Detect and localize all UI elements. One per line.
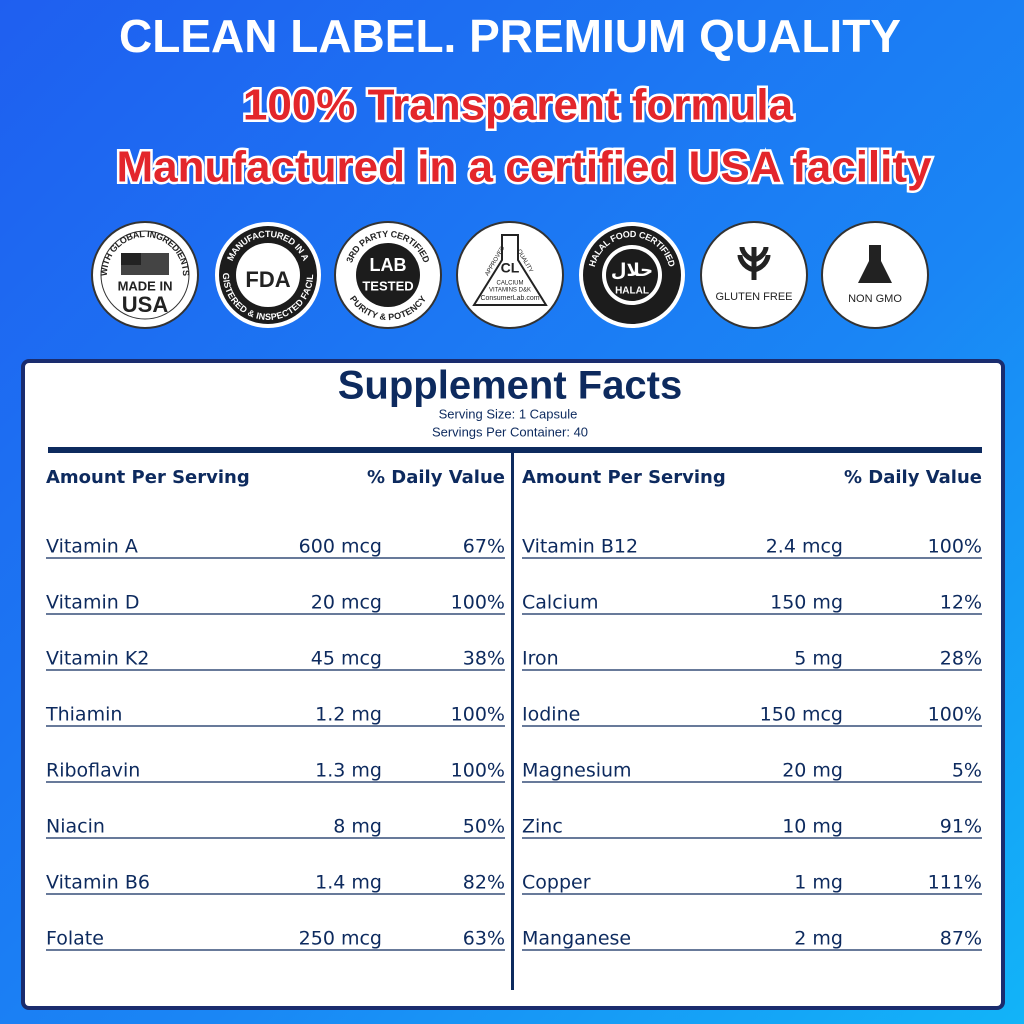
nutrient-daily-value: 63% [463, 928, 505, 950]
nutrient-name: Vitamin K2 [46, 648, 149, 670]
nutrient-name: Niacin [46, 816, 105, 838]
nutrient-name: Calcium [522, 592, 598, 614]
nutrient-daily-value: 100% [451, 704, 505, 726]
nutrient-name: Iron [522, 648, 559, 670]
nutrient-amount: 2 mg [794, 928, 843, 950]
column-header: Amount Per Serving [46, 467, 250, 488]
badge-text: GLUTEN FREE [715, 291, 792, 303]
badge-text: TESTED [362, 278, 413, 293]
nutrient-daily-value: 100% [928, 536, 982, 558]
badge-text: CL [501, 260, 520, 276]
column-header: % Daily Value [844, 467, 982, 488]
nutrient-daily-value: 67% [463, 536, 505, 558]
nutrient-name: Vitamin B6 [46, 872, 150, 894]
badge-text: ConsumerLab.com [480, 295, 539, 302]
nutrient-daily-value: 38% [463, 648, 505, 670]
nutrient-name: Manganese [522, 928, 631, 950]
nutrient-name: Vitamin D [46, 592, 139, 614]
servings: Servings Per Container: 40 [432, 424, 588, 439]
badge-gmo: NON GMO [821, 221, 929, 329]
nutrient-name: Thiamin [45, 704, 122, 726]
nutrient-daily-value: 82% [463, 872, 505, 894]
badge-usa: WITH GLOBAL INGREDIENTS MADE IN USA [91, 221, 199, 329]
facts-title: Supplement Facts [338, 364, 683, 408]
nutrient-amount: 5 mg [794, 648, 843, 670]
badge-text: VITAMINS D&K [489, 288, 531, 294]
badge-gluten: GLUTEN FREE [700, 221, 808, 329]
badge-text: MADE IN [118, 278, 173, 293]
nutrient-daily-value: 111% [928, 872, 982, 894]
badge-consumerlab: APPROVED QUALITY CL CALCIUM VITAMINS D&K… [456, 221, 564, 329]
nutrient-daily-value: 12% [940, 592, 982, 614]
nutrient-amount: 250 mcg [299, 928, 382, 950]
column-header: Amount Per Serving [522, 467, 726, 488]
nutrient-name: Copper [522, 872, 591, 894]
nutrient-daily-value: 100% [451, 592, 505, 614]
thick-rule [48, 447, 982, 453]
badge-text: HALAL [615, 286, 649, 297]
badge-text: USA [122, 292, 169, 317]
nutrient-daily-value: 87% [940, 928, 982, 950]
serving-size: Serving Size: 1 Capsule [439, 406, 578, 421]
nutrient-daily-value: 50% [463, 816, 505, 838]
badge-text: NON GMO [848, 293, 902, 305]
nutrient-name: Folate [46, 928, 104, 950]
nutrient-amount: 1.4 mg [315, 872, 382, 894]
column-divider [511, 453, 514, 990]
nutrient-amount: 10 mg [782, 816, 843, 838]
nutrient-amount: 150 mg [770, 592, 843, 614]
nutrient-name: Riboflavin [46, 760, 140, 782]
nutrient-amount: 8 mg [333, 816, 382, 838]
nutrient-daily-value: 100% [451, 760, 505, 782]
badge-text: CALCIUM [496, 281, 523, 287]
column-header: % Daily Value [367, 467, 505, 488]
nutrient-amount: 1 mg [794, 872, 843, 894]
nutrient-name: Vitamin B12 [522, 536, 638, 558]
nutrient-amount: 20 mcg [311, 592, 382, 614]
subheadline: 100% Transparent formula [243, 81, 794, 130]
headline: CLEAN LABEL. PREMIUM QUALITY [119, 10, 901, 62]
nutrient-daily-value: 100% [928, 704, 982, 726]
nutrient-daily-value: 91% [940, 816, 982, 838]
badge-halal: HALAL FOOD CERTIFIED حلال HALAL [579, 222, 685, 328]
nutrient-daily-value: 28% [940, 648, 982, 670]
nutrient-name: Iodine [522, 704, 580, 726]
nutrient-amount: 1.2 mg [315, 704, 382, 726]
nutrient-amount: 600 mcg [299, 536, 382, 558]
nutrient-amount: 45 mcg [311, 648, 382, 670]
nutrient-amount: 2.4 mcg [766, 536, 843, 558]
nutrient-name: Zinc [522, 816, 563, 838]
badge-text: FDA [245, 267, 290, 292]
nutrient-amount: 150 mcg [760, 704, 843, 726]
badge-lab: 3RD PARTY CERTIFIED PURITY & POTENCY LAB… [334, 221, 442, 329]
nutrient-name: Vitamin A [46, 536, 138, 558]
nutrient-daily-value: 5% [952, 760, 982, 782]
badge-text: حلال [611, 260, 653, 281]
badge-fda: MANUFACTURED IN A REGISTERED & INSPECTED… [215, 222, 321, 328]
nutrient-amount: 1.3 mg [315, 760, 382, 782]
subheadline: Manufactured in a certified USA facility [117, 143, 933, 192]
badge-text: LAB [370, 255, 407, 275]
nutrient-amount: 20 mg [782, 760, 843, 782]
nutrient-name: Magnesium [522, 760, 632, 782]
